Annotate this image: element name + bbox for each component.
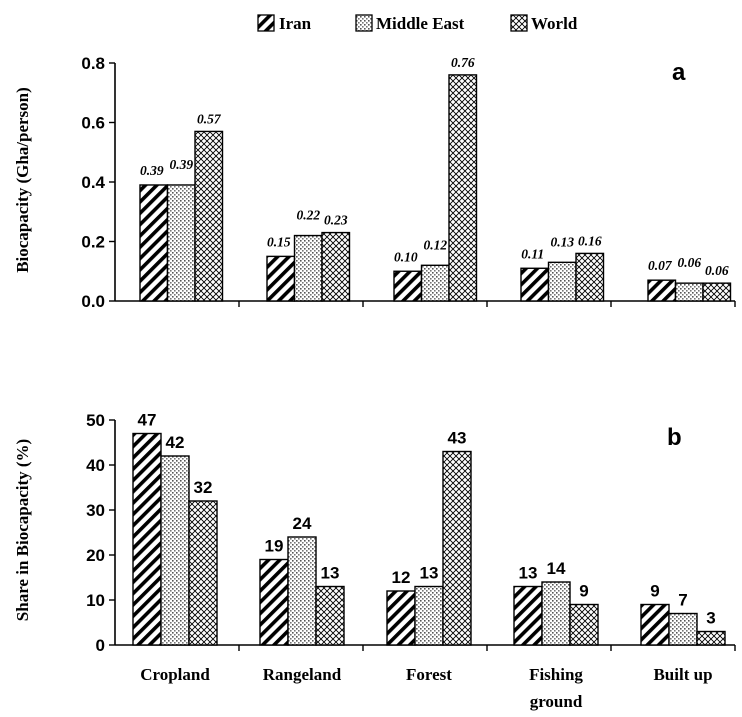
panel-a-chart: a Biocapacity (Gha/person) 0.0 0.2 0.4 0.6 0… — [13, 54, 736, 311]
legend: Iran Middle East World — [257, 14, 578, 33]
panel-a-bar-middle-east-fishing-ground — [547, 261, 577, 302]
x-category-label-forest: Forest — [406, 665, 452, 684]
panel-b-label: b — [667, 424, 682, 451]
panel-a-data-label-middle-east-fishing-ground: 0.13 — [550, 234, 574, 249]
panel-a-data-label-middle-east-built-up: 0.06 — [677, 255, 701, 270]
panel-a-bar-world-forest — [448, 74, 478, 302]
panel-b-ytick-label: 50 — [86, 411, 105, 430]
legend-swatch-world — [510, 14, 528, 32]
panel-a-data-label-world-fishing-ground: 0.16 — [578, 233, 602, 248]
panel-b-data-label-world-cropland: 32 — [194, 478, 213, 497]
panel-a-ytick-label: 0.6 — [81, 114, 105, 133]
panel-a-ytick-label: 0.2 — [81, 233, 105, 252]
panel-b-bar-world-rangeland — [315, 585, 345, 646]
x-category-label-fishing-ground-line2: ground — [530, 692, 583, 711]
panel-b-bar-iran-cropland — [132, 432, 162, 646]
panel-a-data-label-iran-forest: 0.10 — [394, 249, 418, 264]
panel-a-data-label-world-rangeland: 0.23 — [324, 213, 348, 228]
panel-a-data-label-iran-fishing-ground: 0.11 — [521, 246, 544, 261]
panel-a-ytick-label: 0.4 — [81, 173, 105, 192]
panel-b-bar-middle-east-forest — [414, 585, 444, 646]
legend-label-iran: Iran — [279, 14, 312, 33]
panel-a-data-label-iran-rangeland: 0.15 — [267, 234, 291, 249]
panel-b-data-label-iran-built-up: 9 — [650, 582, 659, 601]
panel-b-ytick-label: 30 — [86, 501, 105, 520]
x-category-label-cropland: Cropland — [140, 665, 210, 684]
panel-b-bar-world-forest — [442, 450, 472, 646]
panel-b-ytick-label: 20 — [86, 546, 105, 565]
panel-a-bar-iran-cropland — [139, 184, 169, 302]
panel-a-bar-iran-forest — [393, 270, 423, 302]
panel-a-ytick-label: 0.0 — [81, 292, 105, 311]
panel-b-data-label-world-built-up: 3 — [706, 609, 715, 628]
panel-b-ytick-label: 40 — [86, 456, 105, 475]
panel-a-ylabel: Biocapacity (Gha/person) — [13, 87, 32, 273]
legend-swatch-iran — [257, 14, 275, 32]
panel-b-chart: b Share in Biocapacity (%) 0 10 20 30 40 50 47… — [13, 411, 736, 711]
panel-b-bar-middle-east-rangeland — [287, 536, 317, 646]
panel-b-bar-iran-rangeland — [259, 558, 289, 646]
panel-a-data-label-world-cropland: 0.57 — [197, 111, 222, 126]
panel-a-data-label-world-built-up: 0.06 — [705, 263, 729, 278]
panel-b-data-label-middle-east-rangeland: 24 — [293, 514, 312, 533]
panel-a-data-label-iran-built-up: 0.07 — [648, 258, 673, 273]
panel-b-data-label-world-fishing-ground: 9 — [579, 582, 588, 601]
panel-b-data-label-middle-east-forest: 13 — [420, 564, 439, 583]
panel-a-data-label-middle-east-forest: 0.12 — [423, 237, 447, 252]
panel-a-bar-middle-east-rangeland — [293, 234, 323, 302]
panel-b-data-label-world-rangeland: 13 — [321, 564, 340, 583]
panel-b-data-label-middle-east-cropland: 42 — [166, 433, 185, 452]
panel-a-label: a — [672, 59, 686, 86]
legend-item-iran: Iran — [257, 14, 312, 33]
panel-a-bar-iran-fishing-ground — [520, 267, 550, 302]
panel-b-bar-middle-east-cropland — [160, 455, 190, 646]
panel-b-bar-world-cropland — [188, 500, 218, 646]
legend-label-world: World — [531, 14, 578, 33]
panel-a-ytick-label: 0.8 — [81, 54, 105, 73]
panel-a-bar-middle-east-forest — [420, 264, 450, 302]
panel-b-data-label-middle-east-built-up: 7 — [678, 591, 687, 610]
panel-b-ytick-label: 10 — [86, 591, 105, 610]
panel-a-bar-world-built-up — [702, 282, 732, 302]
x-category-label-fishing-ground-line1: Fishing — [529, 665, 583, 684]
panel-b-data-label-iran-rangeland: 19 — [265, 537, 284, 556]
panel-a-bar-world-rangeland — [321, 231, 351, 302]
panel-a-bar-iran-built-up — [647, 279, 677, 302]
panel-a-bar-iran-rangeland — [266, 255, 296, 302]
panel-a-bar-middle-east-cropland — [166, 184, 196, 302]
panel-b-bar-iran-built-up — [640, 603, 670, 646]
panel-b-ylabel: Share in Biocapacity (%) — [13, 439, 32, 621]
legend-item-world: World — [510, 14, 578, 33]
panel-a-data-label-middle-east-rangeland: 0.22 — [296, 208, 320, 223]
panel-b-data-label-world-forest: 43 — [448, 429, 467, 448]
x-category-label-rangeland: Rangeland — [263, 665, 342, 684]
panel-b-data-label-iran-fishing-ground: 13 — [519, 564, 538, 583]
panel-a-data-label-middle-east-cropland: 0.39 — [169, 157, 193, 172]
panel-b-bar-middle-east-built-up — [668, 612, 698, 646]
panel-b-bar-iran-forest — [386, 590, 416, 646]
legend-item-middle-east: Middle East — [355, 14, 465, 33]
panel-a-bar-middle-east-built-up — [674, 282, 704, 302]
panel-a-bar-world-cropland — [194, 130, 224, 302]
panel-b-bar-iran-fishing-ground — [513, 585, 543, 646]
panel-b-data-label-iran-forest: 12 — [392, 568, 411, 587]
panel-a-data-label-iran-cropland: 0.39 — [140, 163, 164, 178]
panel-b-data-label-iran-cropland: 47 — [138, 411, 157, 430]
panel-b-ytick-label: 0 — [96, 636, 105, 655]
panel-b-data-label-middle-east-fishing-ground: 14 — [547, 559, 566, 578]
panel-b-bar-world-built-up — [696, 630, 726, 646]
panel-a-data-label-world-forest: 0.76 — [451, 55, 475, 70]
panel-b-bar-middle-east-fishing-ground — [541, 581, 571, 646]
legend-swatch-middle-east — [355, 14, 373, 32]
panel-b-bar-world-fishing-ground — [569, 603, 599, 646]
legend-label-middle-east: Middle East — [376, 14, 465, 33]
panel-a-bar-world-fishing-ground — [575, 252, 605, 302]
x-category-label-built-up: Built up — [653, 665, 712, 684]
